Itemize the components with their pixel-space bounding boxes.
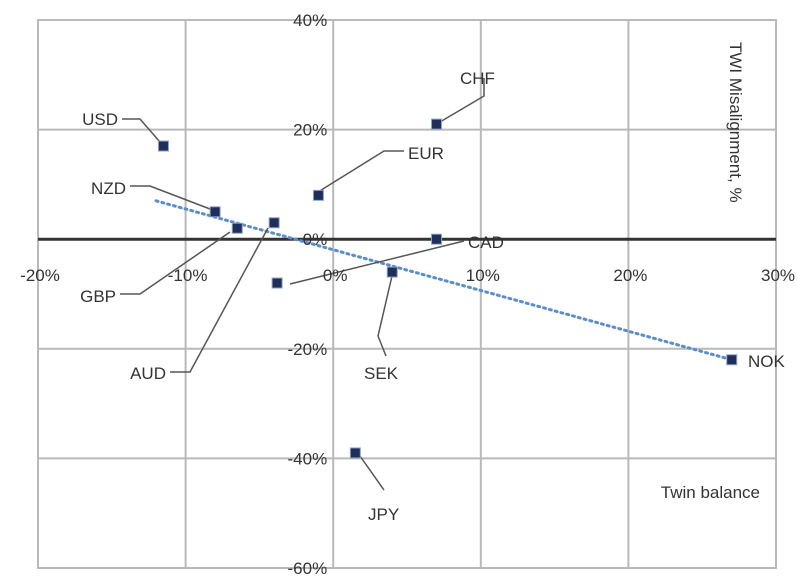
scatter-point xyxy=(209,206,221,218)
point-label: AUD xyxy=(130,364,166,383)
point-label: NZD xyxy=(91,179,126,198)
scatter-point xyxy=(431,118,443,130)
x-tick-label: 10% xyxy=(466,266,500,285)
y-tick-label: -20% xyxy=(288,340,328,359)
tick-labels: -20% -10% 0% 10% 20% 30% -60% -40% -20% 0% 20% 40% xyxy=(20,11,795,578)
x-tick-label: 30% xyxy=(761,266,795,285)
leader-line xyxy=(170,227,269,373)
point-label: USD xyxy=(82,110,118,129)
leader-line xyxy=(377,275,393,357)
point-label: CHF xyxy=(460,69,495,88)
point-labels: USD NZD GBP AUD EUR CHF CAD SEK JPY NOK xyxy=(80,69,785,524)
y-tick-label: 0% xyxy=(303,230,328,249)
trendline xyxy=(154,199,734,362)
point-label: GBP xyxy=(80,287,116,306)
x-tick-label: -10% xyxy=(168,266,208,285)
leader-line xyxy=(439,78,485,123)
scatter-point xyxy=(268,217,280,229)
scatter-point xyxy=(431,233,443,245)
x-tick-label: 20% xyxy=(613,266,647,285)
leader-line xyxy=(130,185,211,210)
leader-line xyxy=(359,455,385,491)
scatter-point xyxy=(726,354,738,366)
y-tick-label: -60% xyxy=(288,559,328,578)
point-label: NOK xyxy=(748,352,786,371)
point-label: SEK xyxy=(364,364,399,383)
trendline-layer xyxy=(154,199,734,362)
x-tick-label: 0% xyxy=(323,266,348,285)
y-axis-title: TWI Misalignment, % xyxy=(726,42,745,203)
scatter-point xyxy=(386,266,398,278)
scatter-point xyxy=(157,140,169,152)
scatter-point xyxy=(271,277,283,289)
point-label: EUR xyxy=(408,144,444,163)
leader-line xyxy=(289,240,465,285)
point-label: CAD xyxy=(468,233,504,252)
scatter-point xyxy=(349,447,361,459)
grid xyxy=(37,19,777,569)
leader-line xyxy=(120,231,231,295)
leader-line xyxy=(122,118,161,143)
scatter-point xyxy=(312,189,324,201)
x-axis-title: Twin balance xyxy=(661,483,760,502)
y-tick-label: 40% xyxy=(293,11,327,30)
y-tick-label: 20% xyxy=(293,121,327,140)
scatter-point xyxy=(231,222,243,234)
leader-lines xyxy=(120,78,485,491)
point-label: JPY xyxy=(368,505,399,524)
x-tick-label: -20% xyxy=(20,266,60,285)
points-layer xyxy=(157,118,738,459)
y-tick-label: -40% xyxy=(288,449,328,468)
leader-line xyxy=(317,150,404,193)
